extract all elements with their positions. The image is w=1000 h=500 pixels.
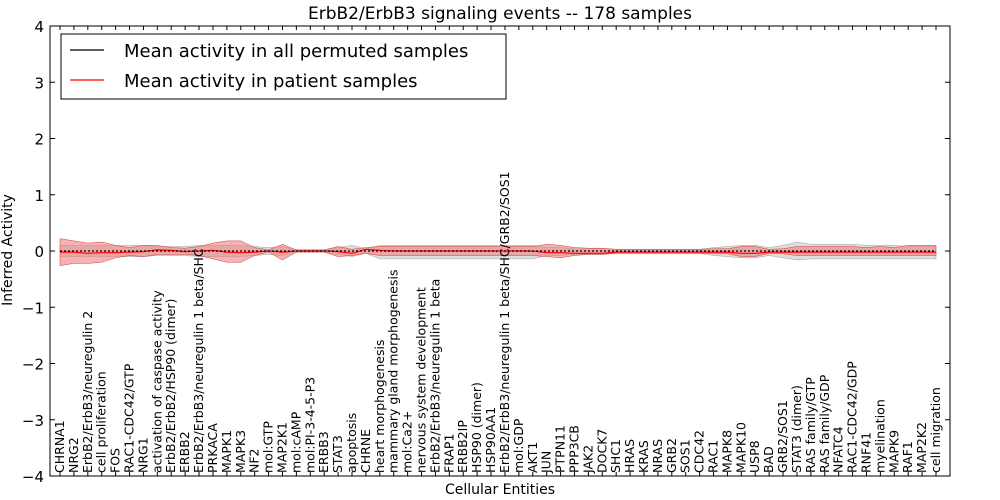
x-category-label: ErbB2/ErbB3/neuregulin 2 [80, 311, 95, 473]
x-category-label: NRAS [650, 439, 665, 473]
y-tick-label: −2 [22, 356, 44, 374]
x-category-label: mol:PI-3-4-5-P3 [302, 377, 317, 473]
x-category-label: HSP90 (dimer) [469, 382, 484, 473]
x-category-label: activation of caspase activity [149, 290, 164, 473]
legend: Mean activity in all permuted samples Me… [60, 33, 507, 100]
x-category-label: RAC1-CDC42/GTP [122, 363, 137, 473]
x-category-label: USP8 [747, 440, 762, 473]
x-category-label: SOS1 [678, 439, 693, 473]
x-category-label: PPP3CB [567, 425, 582, 473]
x-category-label: MAPK3 [233, 430, 248, 473]
y-tick-label: −4 [22, 468, 44, 486]
x-category-label: PTPN11 [553, 425, 568, 473]
x-category-label: nervous system development [414, 287, 429, 473]
x-category-label: MAPK9 [886, 430, 901, 473]
x-category-label: SHC1 [608, 439, 623, 473]
x-category-label: MAP2K2 [914, 422, 929, 473]
x-category-label: RAC1-CDC42/GDP [845, 361, 860, 473]
x-category-label: RAC1 [706, 440, 721, 473]
x-category-label: myelination [872, 399, 887, 473]
x-category-label: HSP90AA1 [483, 407, 498, 473]
patient-samples-band [59, 238, 937, 266]
x-category-label: FRAP1 [441, 434, 456, 473]
x-category-label: NF2 [247, 449, 262, 474]
x-category-label: mol:Ca2+ [400, 411, 415, 473]
x-category-label: ErbB2/ErbB3/neuregulin 1 beta [427, 279, 442, 473]
x-category-label: GRB2/SOS1 [775, 400, 790, 473]
legend-box [60, 33, 507, 100]
x-category-label: JAK2 [580, 445, 595, 474]
legend-label-permuted: Mean activity in all permuted samples [124, 41, 468, 62]
x-category-label: ERBB2 [177, 431, 192, 473]
plot-area: −4−3−2−101234CHRNA1NRG2ErbB2/ErbB3/neure… [22, 18, 951, 486]
x-category-label: mammary gland morphogenesis [386, 270, 401, 473]
x-category-label: BAD [761, 446, 776, 473]
x-category-label: PRKACA [205, 423, 220, 473]
x-category-label: STAT3 (dimer) [789, 385, 804, 473]
x-category-label: CHRNA1 [52, 420, 67, 473]
x-category-label: NFATC4 [831, 426, 846, 473]
x-category-label: FOS [108, 448, 123, 473]
x-category-label: STAT3 [330, 435, 345, 473]
legend-label-patient: Mean activity in patient samples [124, 71, 418, 92]
x-category-label: ERBB3 [316, 431, 331, 473]
x-category-label: MAPK1 [219, 430, 234, 473]
x-category-label: mol:GDP [511, 418, 526, 473]
x-category-label: NRG1 [135, 437, 150, 473]
y-tick-label: 0 [34, 243, 44, 261]
x-axis-label: Cellular Entities [445, 482, 555, 498]
x-category-label: RAS family/GDP [817, 374, 832, 473]
x-category-label: ErbB2/ErbB3/neuregulin 1 beta/SHC/GRB2/S… [497, 171, 512, 473]
chart-title: ErbB2/ErbB3 signaling events -- 178 samp… [308, 4, 692, 24]
y-tick-label: −3 [22, 412, 44, 430]
x-category-label: heart morphogenesis [372, 340, 387, 474]
x-category-label: RAF1 [900, 441, 915, 473]
x-category-label: MAPK10 [733, 422, 748, 473]
x-category-label: MAPK8 [719, 430, 734, 473]
x-category-label: JUN [539, 451, 554, 474]
x-category-label: ErbB2/ErbB3/neuregulin 1 beta/SHC [191, 248, 206, 473]
y-tick-label: 4 [34, 18, 44, 36]
x-category-label: AKT1 [525, 442, 540, 473]
x-category-label: mol:GTP [261, 421, 276, 473]
x-category-label: CDC42 [692, 430, 707, 473]
x-category-label: ERBB2IP [455, 420, 470, 473]
x-category-label: apoptosis [344, 413, 359, 473]
y-axis-label: Inferred Activity [0, 194, 16, 306]
x-category-label: cell migration [928, 387, 943, 473]
y-tick-label: −1 [22, 299, 44, 317]
x-category-label: NRG2 [66, 437, 81, 473]
x-category-label: ErbB2/ErbB2/HSP90 (dimer) [163, 299, 178, 473]
x-category-label: CHRNE [358, 429, 373, 473]
x-category-label: cell proliferation [94, 371, 109, 473]
x-category-label: DOCK7 [594, 429, 609, 473]
y-tick-label: 1 [34, 187, 44, 205]
x-category-label: RAS family/GTP [803, 377, 818, 473]
x-category-label: GRB2 [664, 438, 679, 473]
x-category-label: HRAS [622, 439, 637, 473]
x-category-label: MAP2K1 [275, 422, 290, 473]
y-tick-label: 3 [34, 74, 44, 92]
x-category-label: RNF41 [859, 432, 874, 473]
x-category-label: mol:cAMP [288, 411, 303, 473]
x-category-label: KRAS [636, 440, 651, 473]
y-tick-label: 2 [34, 131, 44, 149]
